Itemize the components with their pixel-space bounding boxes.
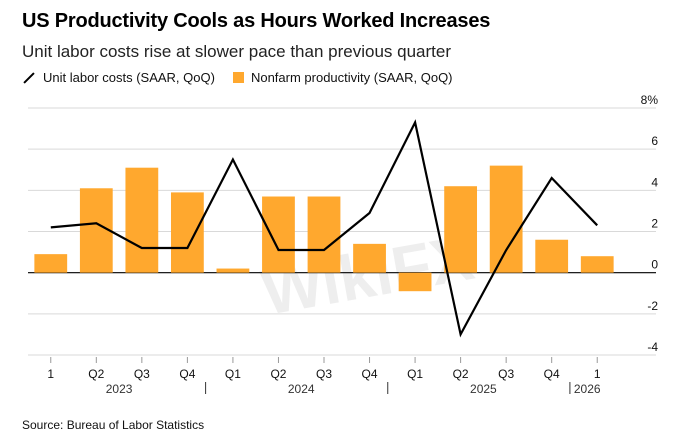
y-tick-label: -2	[647, 299, 658, 313]
x-tick-label: 1	[594, 367, 601, 381]
legend-item-unit-labor-costs: Unit labor costs (SAAR, QoQ)	[22, 70, 215, 85]
x-tick-label: Q1	[407, 367, 423, 381]
y-tick-label: 0	[651, 258, 658, 272]
x-tick-label: Q1	[225, 367, 241, 381]
x-tick-label: 1	[47, 367, 54, 381]
productivity-bar	[398, 272, 432, 292]
legend-label-unit-labor-costs: Unit labor costs (SAAR, QoQ)	[43, 70, 215, 85]
x-tick-label: Q2	[88, 367, 104, 381]
chart-legend: Unit labor costs (SAAR, QoQ) Nonfarm pro…	[22, 70, 453, 85]
productivity-bar	[489, 165, 523, 273]
productivity-bar	[580, 256, 614, 273]
productivity-bar	[353, 243, 386, 273]
unit-labor-costs-line	[50, 119, 598, 338]
chart-title: US Productivity Cools as Hours Worked In…	[22, 10, 491, 32]
productivity-bar	[262, 196, 295, 273]
legend-item-nonfarm-productivity: Nonfarm productivity (SAAR, QoQ)	[232, 70, 453, 85]
x-tick-label: Q3	[316, 367, 332, 381]
x-tick-label: Q4	[544, 367, 560, 381]
productivity-bar	[535, 239, 569, 273]
y-tick-label: 2	[651, 217, 658, 231]
productivity-bar	[216, 268, 250, 273]
y-tick-label: -4	[647, 340, 658, 354]
y-tick-label: 8%	[641, 93, 659, 107]
x-year-label: 2025	[470, 382, 497, 396]
x-year-label: 2024	[288, 382, 315, 396]
x-tick-label: Q3	[498, 367, 514, 381]
productivity-bar	[444, 186, 478, 273]
chart-subtitle: Unit labor costs rise at slower pace tha…	[22, 42, 451, 61]
productivity-bar	[125, 167, 159, 273]
x-tick-label: Q3	[134, 367, 150, 381]
legend-bar-swatch	[232, 72, 244, 83]
productivity-bar	[170, 192, 204, 273]
x-tick-label: Q4	[179, 367, 195, 381]
y-tick-label: 4	[651, 175, 658, 189]
x-year-label: 2023	[106, 382, 133, 396]
productivity-bar	[307, 196, 341, 273]
x-tick-label: Q4	[362, 367, 378, 381]
x-year-label: 2026	[574, 382, 601, 396]
source-note: Source: Bureau of Labor Statistics	[22, 418, 205, 432]
x-tick-label: Q2	[270, 367, 286, 381]
x-tick-label: Q2	[453, 367, 469, 381]
legend-label-nonfarm-productivity: Nonfarm productivity (SAAR, QoQ)	[250, 70, 453, 85]
productivity-bar	[34, 254, 68, 273]
y-tick-label: 6	[651, 134, 658, 148]
